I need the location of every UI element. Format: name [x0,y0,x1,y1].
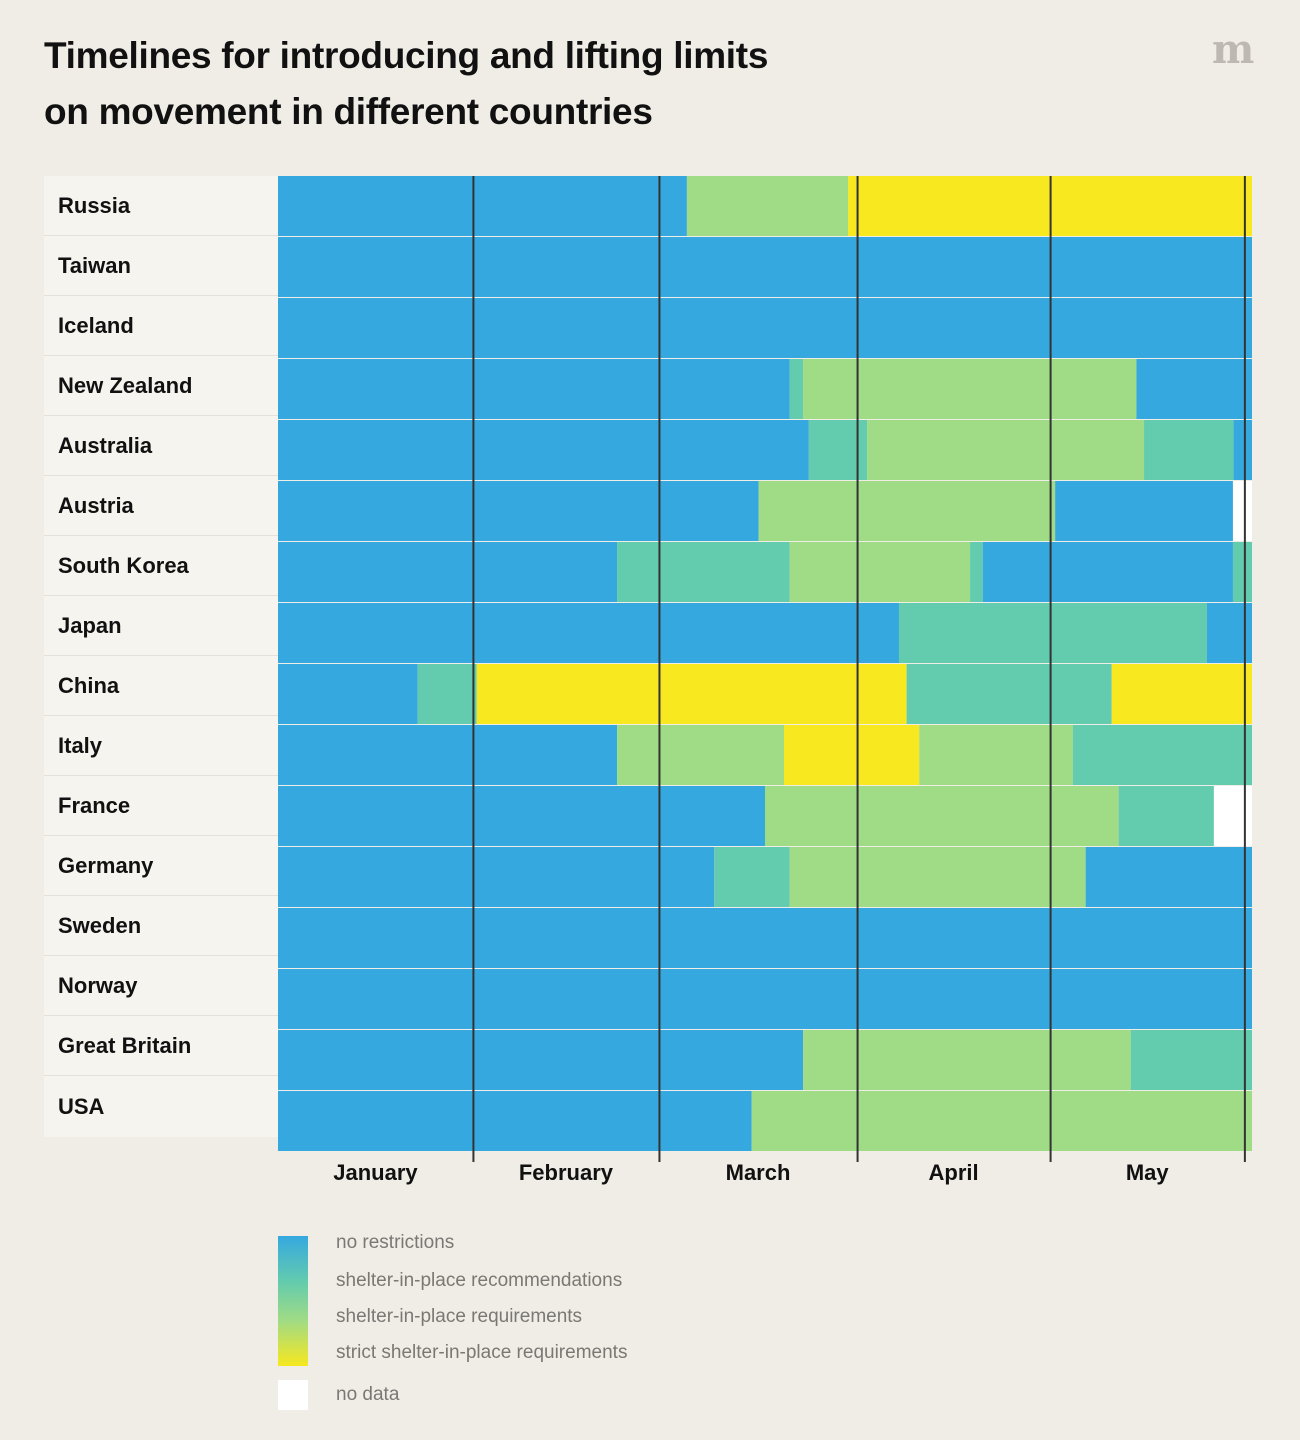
legend-item-requirements: shelter-in-place requirements [336,1306,583,1327]
segment-taiwan-no-restrictions [278,237,1252,297]
segment-japan-recommendations [898,603,1207,663]
segment-china-strict [1111,664,1252,724]
country-label-france: France [44,776,278,836]
segment-italy-no-restrictions [278,725,618,785]
segment-italy-requirements [919,725,1073,785]
row-separator [278,1029,1252,1030]
row-separator [278,419,1252,420]
segment-south-korea-recommendations [617,542,790,602]
segment-iceland-no-restrictions [278,298,1252,358]
legend-item-no-data: no data [336,1384,400,1405]
country-label-great-britain: Great Britain [44,1016,278,1076]
segment-austria-requirements [758,481,1056,541]
row-separator [278,1090,1252,1091]
country-label-south-korea: South Korea [44,536,278,596]
row-separator [278,846,1252,847]
segment-new-zealand-recommendations [789,359,804,419]
segment-germany-no-restrictions [1085,847,1252,907]
segment-japan-no-restrictions [278,603,899,663]
row-separator [278,785,1252,786]
segment-germany-no-restrictions [278,847,715,907]
country-label-norway: Norway [44,956,278,1016]
segment-france-no-restrictions [278,786,765,846]
segment-great-britain-no-restrictions [278,1030,804,1090]
country-label-russia: Russia [44,176,278,236]
country-label-sweden: Sweden [44,896,278,956]
segment-italy-recommendations [1072,725,1252,785]
segment-new-zealand-no-restrictions [1136,359,1252,419]
row-separator [278,297,1252,298]
segment-italy-strict [784,725,920,785]
segment-great-britain-recommendations [1130,1030,1252,1090]
segment-south-korea-requirements [789,542,971,602]
legend-item-no-restrictions: no restrictions [336,1232,455,1253]
country-label-italy: Italy [44,716,278,776]
chart-title-line-2: on movement in different countries [44,91,653,132]
segment-sweden-no-restrictions [278,908,1252,968]
segment-south-korea-no-restrictions [278,542,618,602]
country-label-usa: USA [44,1076,278,1137]
segment-new-zealand-requirements [803,359,1137,419]
segment-china-recommendations [906,664,1112,724]
segment-australia-requirements [867,420,1145,480]
row-separator [278,663,1252,664]
legend-no-data-swatch [278,1380,308,1410]
country-label-germany: Germany [44,836,278,896]
segment-australia-no-restrictions [278,420,809,480]
segment-south-korea-recommendations [970,542,983,602]
segment-china-recommendations [417,664,477,724]
segment-france-no-data [1213,786,1252,846]
country-label-new-zealand: New Zealand [44,356,278,416]
row-separator [278,907,1252,908]
segment-germany-recommendations [714,847,790,907]
chart-title: Timelines for introducing and lifting li… [44,28,944,140]
country-label-china: China [44,656,278,716]
segment-austria-no-restrictions [278,481,759,541]
segment-russia-no-restrictions [278,176,687,236]
legend-gradient-swatch [278,1236,308,1366]
segment-china-strict [476,664,907,724]
segment-italy-requirements [617,725,785,785]
month-label-april: April [928,1160,979,1185]
row-separator [278,602,1252,603]
legend-item-strict: strict shelter-in-place requirements [336,1342,628,1363]
country-label-taiwan: Taiwan [44,236,278,296]
country-label-australia: Australia [44,416,278,476]
segment-russia-requirements [686,176,849,236]
row-separator [278,1151,1252,1152]
row-separator [278,724,1252,725]
country-label-iceland: Iceland [44,296,278,356]
segment-australia-recommendations [1144,420,1234,480]
month-label-february: February [518,1160,614,1185]
country-labels: Russia Taiwan Iceland New Zealand Australia A… [44,176,278,1137]
segment-australia-no-restrictions [1233,420,1252,480]
segment-south-korea-recommendations [1232,542,1252,602]
month-label-january: January [333,1160,418,1185]
row-separator [278,236,1252,237]
segment-norway-no-restrictions [278,969,1252,1029]
publisher-logo-icon: m [1212,26,1254,73]
row-separator [278,968,1252,969]
row-separator [278,358,1252,359]
legend-item-recommendations: shelter-in-place recommendations [336,1270,623,1291]
chart-title-line-1: Timelines for introducing and lifting li… [44,35,769,76]
country-label-austria: Austria [44,476,278,536]
segment-usa-requirements [751,1091,1252,1151]
segment-france-requirements [765,786,1119,846]
segment-france-recommendations [1118,786,1214,846]
segment-new-zealand-no-restrictions [278,359,790,419]
row-separator [278,480,1252,481]
month-label-may: May [1125,1160,1169,1185]
row-separator [278,541,1252,542]
segment-south-korea-no-restrictions [982,542,1233,602]
segment-austria-no-data [1232,481,1252,541]
segment-germany-requirements [789,847,1086,907]
segment-austria-no-restrictions [1055,481,1233,541]
segment-usa-no-restrictions [278,1091,752,1151]
month-label-march: March [725,1160,791,1185]
country-label-japan: Japan [44,596,278,656]
timeline-chart [278,176,1252,1162]
segment-great-britain-requirements [803,1030,1131,1090]
segment-china-no-restrictions [278,664,418,724]
